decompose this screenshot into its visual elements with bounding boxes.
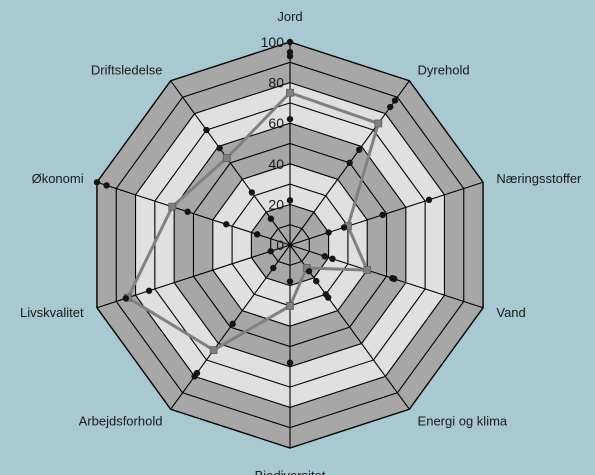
- radar-data-point: [425, 196, 433, 204]
- radar-axis-label: Biodiversitet: [255, 468, 326, 475]
- radar-data-point: [379, 211, 386, 219]
- radar-data-point: [267, 248, 274, 255]
- radar-data-point: [270, 264, 277, 272]
- radar-tick-label: 20: [268, 196, 284, 212]
- radar-axis-label: Økonomi: [32, 171, 84, 186]
- radar-series-marker: [222, 154, 231, 162]
- radar-tick-label: 40: [268, 156, 284, 172]
- radar-data-point: [286, 115, 294, 123]
- radar-axis-label: Energi og klima: [418, 414, 508, 429]
- radar-axis-label: Jord: [277, 9, 302, 24]
- radar-spoke: [170, 244, 291, 410]
- radar-data-point: [193, 369, 201, 377]
- radar-axis-label: Dyrehold: [418, 62, 470, 77]
- radar-data-point: [267, 215, 275, 222]
- radar-data-point: [313, 277, 320, 285]
- radar-series-marker: [286, 301, 294, 310]
- radar-axis-labels: Jord Dyrehold Næringsstoffer Vand Energi og …: [20, 9, 582, 475]
- radar-data-point: [203, 126, 210, 134]
- radar-series-marker: [363, 266, 372, 274]
- radar-data-point: [321, 253, 328, 260]
- radar-data-point: [248, 189, 256, 196]
- radar-data-point: [387, 103, 394, 111]
- radar-data-point: [346, 159, 353, 167]
- radar-tick-label: 60: [268, 115, 284, 131]
- radar-data-point: [286, 359, 294, 366]
- radar-data-point: [325, 229, 332, 236]
- radar-data-point: [145, 287, 153, 294]
- radar-data-point: [286, 197, 294, 204]
- radar-data-point: [286, 278, 294, 285]
- radar-axis-label: Arbejdsforhold: [79, 414, 163, 429]
- radar-data-point: [391, 97, 399, 104]
- radar-data-point: [322, 291, 329, 298]
- radar-axis-label: Driftsledelse: [91, 62, 163, 77]
- radar-tick-label: 100: [261, 34, 285, 50]
- radar-data-point: [253, 231, 261, 238]
- radar-data-point: [286, 53, 294, 60]
- radar-axis-label: Livskvalitet: [20, 305, 84, 320]
- radar-data-point: [340, 224, 348, 231]
- radar-data-point: [223, 221, 230, 228]
- radar-data-point: [122, 295, 130, 302]
- radar-series-marker: [374, 119, 383, 128]
- radar-data-point: [93, 179, 101, 186]
- radar-axis-label: Vand: [496, 305, 525, 320]
- radar-series-marker: [286, 88, 294, 97]
- radar-data-point: [329, 255, 336, 263]
- radar-data-point: [356, 146, 363, 153]
- radar-tick-labels: 0 20 40 60 80 100: [261, 34, 285, 253]
- radar-axis-label: Næringsstoffer: [496, 171, 582, 186]
- radar-series-marker: [209, 346, 218, 355]
- radar-data-point: [216, 144, 223, 152]
- radar-points: [93, 38, 433, 380]
- radar-data-point: [229, 320, 236, 328]
- radar-spoke: [289, 181, 484, 246]
- radar-data-point: [184, 208, 191, 215]
- radar-data-point: [305, 268, 313, 275]
- radar-tick-label: 80: [268, 75, 284, 91]
- radar-data-point: [286, 38, 294, 46]
- radar-data-point: [103, 182, 110, 189]
- radar-series-marker: [168, 202, 177, 211]
- radar-tick-label: 0: [276, 237, 284, 253]
- radar-data-point: [389, 275, 396, 282]
